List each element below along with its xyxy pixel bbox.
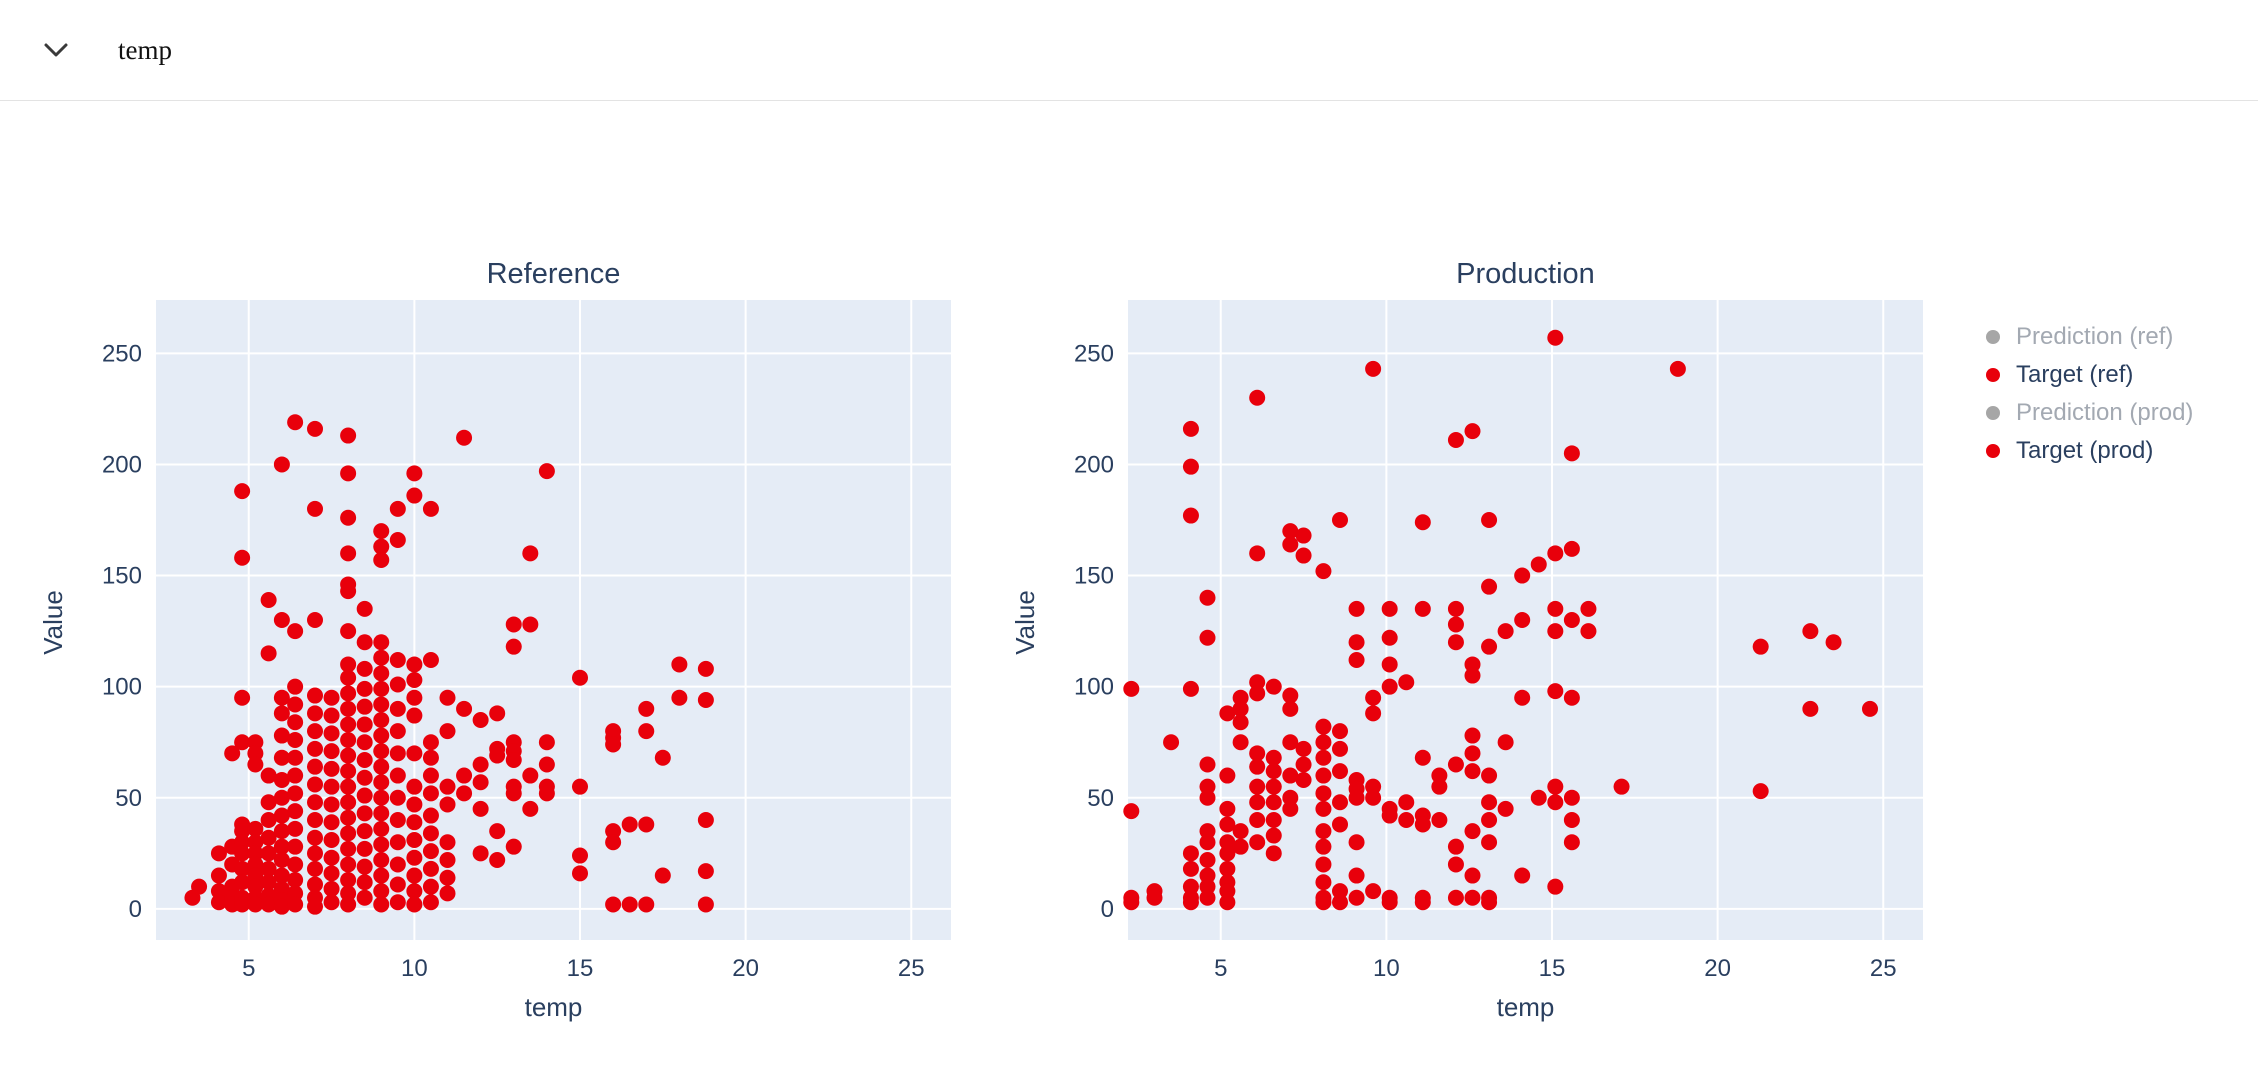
legend-item-target-ref[interactable]: Target (ref) (1986, 356, 2193, 394)
svg-text:20: 20 (732, 955, 759, 982)
svg-text:5: 5 (1214, 955, 1227, 982)
collapse-widget-button[interactable] (36, 30, 76, 70)
svg-text:150: 150 (102, 563, 142, 590)
widget-header: temp (0, 0, 2258, 101)
svg-text:20: 20 (1704, 955, 1731, 982)
svg-text:10: 10 (401, 955, 428, 982)
svg-text:5: 5 (242, 955, 255, 982)
legend-item-target-prod[interactable]: Target (prod) (1986, 432, 2193, 470)
svg-text:10: 10 (1373, 955, 1400, 982)
plot-legend: Prediction (ref) Target (ref) Prediction… (1986, 318, 2193, 470)
svg-text:100: 100 (102, 674, 142, 701)
chevron-down-icon (44, 43, 68, 57)
reference-chart-title: Reference (486, 258, 621, 290)
legend-dot-target-ref (1986, 368, 2000, 382)
svg-text:100: 100 (1074, 674, 1114, 701)
widget-title: temp (118, 34, 172, 65)
production-x-axis-title: temp (1496, 992, 1555, 1022)
legend-dot-target-prod (1986, 444, 2000, 458)
svg-text:50: 50 (1087, 785, 1114, 812)
svg-text:200: 200 (102, 451, 142, 478)
svg-text:250: 250 (102, 340, 142, 367)
svg-text:200: 200 (1074, 451, 1114, 478)
reference-x-axis-title: temp (524, 992, 583, 1022)
svg-text:15: 15 (1539, 955, 1566, 982)
legend-item-prediction-ref[interactable]: Prediction (ref) (1986, 318, 2193, 356)
production-chart-title: Production (1456, 258, 1595, 290)
legend-dot-prediction-prod (1986, 406, 2000, 420)
legend-dot-prediction-ref (1986, 330, 2000, 344)
svg-text:50: 50 (115, 785, 142, 812)
svg-text:0: 0 (129, 896, 142, 923)
legend-item-prediction-prod[interactable]: Prediction (prod) (1986, 394, 2193, 432)
svg-text:25: 25 (1870, 955, 1897, 982)
svg-text:150: 150 (1074, 563, 1114, 590)
svg-text:0: 0 (1101, 896, 1114, 923)
svg-text:250: 250 (1074, 340, 1114, 367)
svg-text:25: 25 (898, 955, 925, 982)
svg-text:15: 15 (567, 955, 594, 982)
